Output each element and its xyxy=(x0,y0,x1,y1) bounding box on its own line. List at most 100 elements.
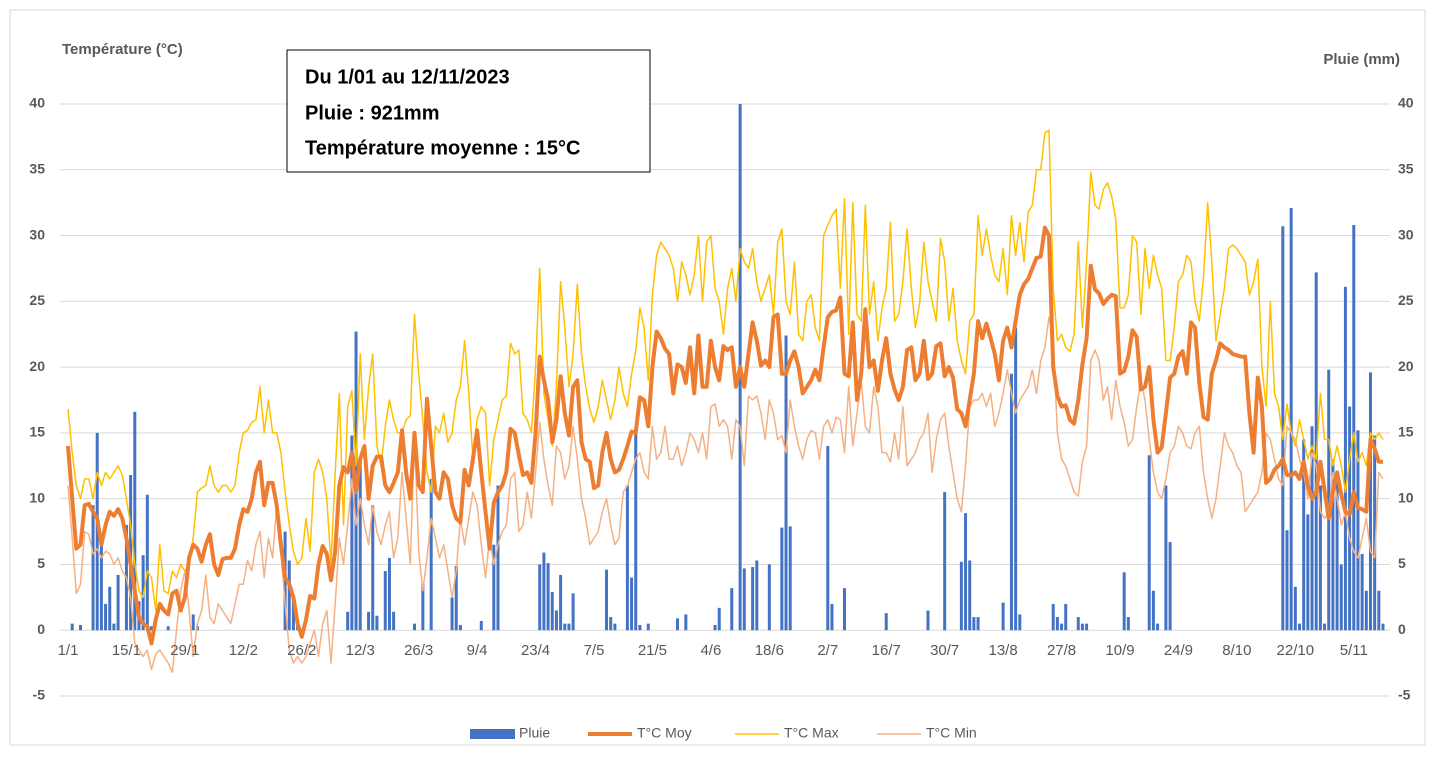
bar xyxy=(571,593,575,631)
bar xyxy=(784,335,788,631)
bar xyxy=(1327,369,1331,631)
y-tick-label: 25 xyxy=(29,292,45,308)
bar xyxy=(1156,623,1160,631)
x-tick-label: 2/7 xyxy=(817,642,838,659)
bar xyxy=(191,614,195,631)
y-tick-label: 40 xyxy=(29,95,45,111)
y2-tick-label: -5 xyxy=(1398,687,1411,703)
y-tick-label: 35 xyxy=(29,160,45,176)
bar xyxy=(1289,207,1293,631)
bar xyxy=(972,617,976,631)
bar xyxy=(976,617,980,631)
x-tick-label: 15/1 xyxy=(112,642,141,659)
bar xyxy=(145,494,149,631)
y2-axis-label: Pluie (mm) xyxy=(1323,51,1400,68)
x-tick-label: 24/9 xyxy=(1164,642,1193,659)
bar xyxy=(166,626,170,631)
bar xyxy=(842,588,846,631)
bar xyxy=(926,610,930,631)
bar xyxy=(149,626,153,631)
x-tick-label: 8/10 xyxy=(1222,642,1251,659)
bar xyxy=(1122,572,1126,631)
bar xyxy=(788,526,792,631)
bar xyxy=(421,584,425,631)
x-tick-label: 30/7 xyxy=(930,642,959,659)
legend-label: T°C Max xyxy=(784,725,839,741)
bar xyxy=(112,623,116,631)
bar xyxy=(367,611,371,631)
bar xyxy=(371,505,375,631)
y-axis-label: Température (°C) xyxy=(62,41,183,58)
bar xyxy=(1381,623,1385,631)
y2-tick-label: 5 xyxy=(1398,555,1406,571)
bar xyxy=(638,624,642,631)
line xyxy=(67,316,1384,674)
plot xyxy=(66,104,1385,674)
bar xyxy=(1055,617,1059,631)
bar xyxy=(1343,286,1347,631)
x-tick-label: 12/3 xyxy=(346,642,375,659)
bar xyxy=(375,615,379,631)
x-tick-label: 13/8 xyxy=(989,642,1018,659)
bar xyxy=(1085,623,1089,631)
bar xyxy=(1310,426,1314,631)
bar xyxy=(559,574,563,631)
annotation: Température moyenne : 15°C xyxy=(305,137,581,159)
bar xyxy=(346,611,350,631)
bar xyxy=(1051,603,1055,631)
bar xyxy=(634,432,638,631)
y2-tick-label: 0 xyxy=(1398,621,1406,637)
bar xyxy=(550,592,554,631)
x-tick-label: 29/1 xyxy=(170,642,199,659)
y2-tick-label: 30 xyxy=(1398,226,1414,242)
bar xyxy=(1014,327,1018,631)
bar xyxy=(968,560,972,631)
bar xyxy=(1339,564,1343,631)
bar xyxy=(1298,623,1302,631)
x-tick-label: 1/1 xyxy=(58,642,79,659)
x-tick-label: 21/5 xyxy=(638,642,667,659)
x-tick-label: 12/2 xyxy=(229,642,258,659)
grid xyxy=(60,103,1390,697)
bar xyxy=(1302,439,1306,631)
bar xyxy=(358,459,362,631)
bar xyxy=(1147,455,1151,631)
annotation: Du 1/01 au 12/11/2023 xyxy=(305,66,510,88)
bar xyxy=(392,611,396,631)
x-tick-label: 22/10 xyxy=(1277,642,1315,659)
bar xyxy=(133,411,137,631)
bar xyxy=(830,603,834,631)
x-tick-label: 27/8 xyxy=(1047,642,1076,659)
bar xyxy=(1009,373,1013,631)
x-tick-label: 26/2 xyxy=(287,642,316,659)
bar xyxy=(1331,459,1335,631)
x-tick-label: 9/4 xyxy=(467,642,488,659)
bar xyxy=(964,513,968,631)
x-tick-label: 16/7 xyxy=(872,642,901,659)
bar xyxy=(605,569,609,631)
bar xyxy=(1293,586,1297,631)
x-tick-label: 23/4 xyxy=(521,642,550,659)
bar xyxy=(625,485,629,631)
y2-tick-label: 15 xyxy=(1398,424,1414,440)
y-tick-label: 30 xyxy=(29,226,45,242)
bar xyxy=(567,623,571,631)
y2-tick-label: 40 xyxy=(1398,95,1414,111)
line xyxy=(67,129,1384,612)
y2-tick-label: 25 xyxy=(1398,292,1414,308)
bar xyxy=(542,552,546,631)
y-tick-label: 0 xyxy=(37,621,45,637)
bar xyxy=(1285,530,1289,631)
y-tick-label: 15 xyxy=(29,424,45,440)
line xyxy=(66,225,1383,646)
bar xyxy=(730,588,734,631)
bar xyxy=(554,610,558,631)
bar xyxy=(291,597,295,631)
bar xyxy=(1164,485,1168,631)
x-tick-label: 26/3 xyxy=(404,642,433,659)
bar xyxy=(1076,617,1080,631)
legend-label: T°C Moy xyxy=(637,725,692,741)
bar xyxy=(538,564,542,631)
y-tick-label: -5 xyxy=(33,687,46,703)
y-tick-label: 20 xyxy=(29,358,45,374)
